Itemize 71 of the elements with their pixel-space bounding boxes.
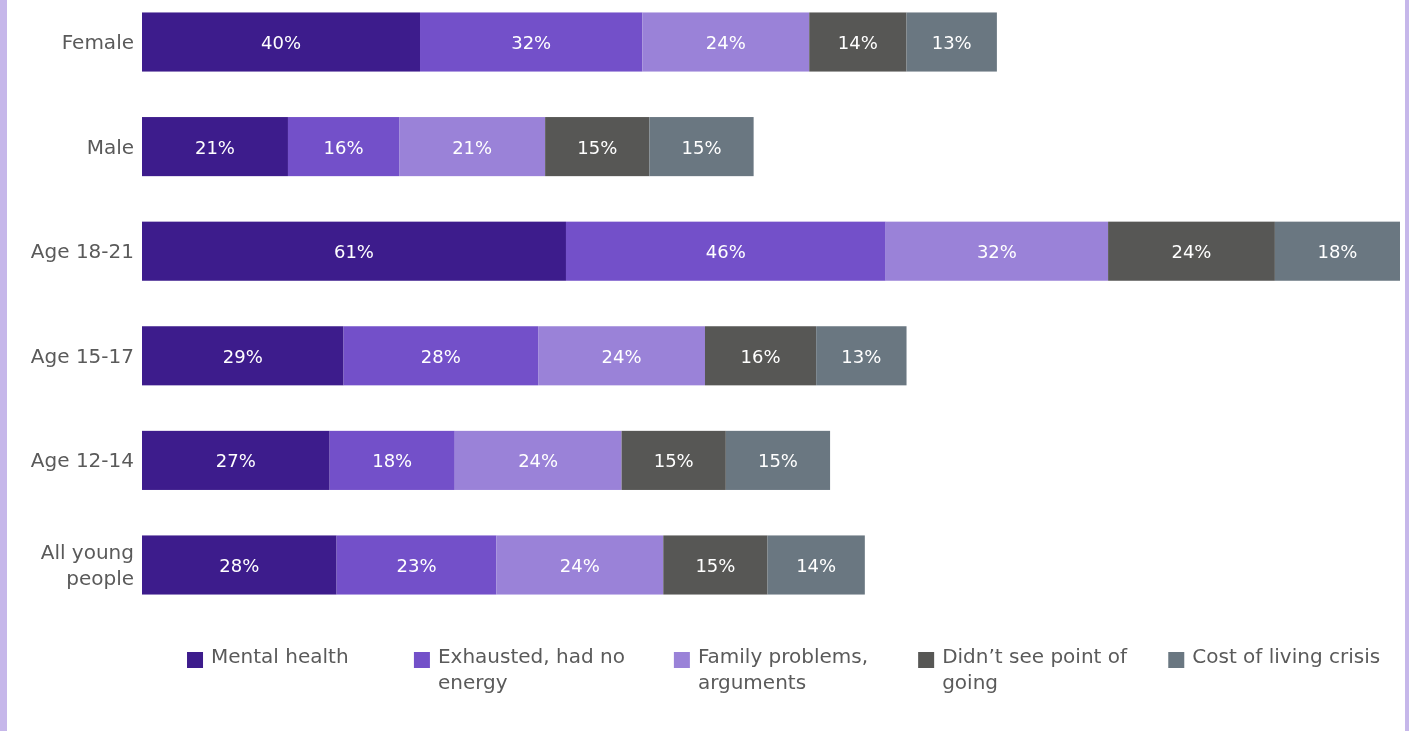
y-tick-label: Age 15-17 [30,343,134,368]
bar [142,221,566,281]
y-tick-label: Female [61,30,134,55]
bar [767,535,865,595]
bar [642,12,810,72]
bar [906,12,997,72]
legend-label: Family problems, arguments [697,644,869,695]
data-label: 24% [559,554,600,576]
data-label: 13% [931,31,972,53]
bar [538,326,705,386]
data-label: 15% [681,136,722,158]
data-label: 40% [261,31,302,53]
bar [287,117,400,177]
bar [809,12,907,72]
data-label: 24% [601,345,642,367]
data-label: 21% [452,136,493,158]
bar [343,326,539,386]
data-label: 15% [653,449,694,471]
data-label: 15% [577,136,618,158]
bar [454,430,622,490]
y-tick-label: All young people [40,539,134,590]
bar [885,221,1109,281]
bar [1108,221,1275,281]
bar [336,535,497,595]
bar [399,117,546,177]
data-label: 24% [705,31,746,53]
data-label: 24% [1171,240,1212,262]
bar [621,430,726,490]
data-label: 21% [194,136,235,158]
bar [649,117,754,177]
data-label: 61% [333,240,374,262]
data-label: 27% [215,449,256,471]
bar [142,326,344,386]
data-label: 23% [396,554,437,576]
y-tick-label: Male [86,134,134,159]
data-label: 18% [372,449,413,471]
bar [142,535,337,595]
data-label: 32% [976,240,1017,262]
bar [565,221,886,281]
legend-label: Exhausted, had no energy [437,644,625,695]
data-label: 32% [511,31,552,53]
data-label: 14% [796,554,837,576]
bar [496,535,664,595]
data-label: 28% [420,345,461,367]
bar [704,326,817,386]
bar [725,430,831,490]
legend-label: Cost of living crisis [1192,644,1381,669]
legend-label: Didn’t see point of going [942,644,1129,695]
data-label: 28% [219,554,260,576]
data-label: 14% [837,31,878,53]
bar [816,326,907,386]
bar [329,430,455,490]
data-label: 29% [222,345,263,367]
y-tick-label: Age 18-21 [30,239,134,264]
bar [142,12,421,72]
data-label: 16% [323,136,364,158]
data-label: 24% [518,449,559,471]
data-label: 15% [757,449,798,471]
legend-label: Mental health [211,644,349,669]
data-label: 13% [841,345,882,367]
y-tick-label: Age 12-14 [30,448,134,473]
data-label: 18% [1317,240,1358,262]
bar [1274,221,1401,281]
data-label: 15% [695,554,736,576]
bar [663,535,768,595]
data-label: 46% [705,240,746,262]
bar [545,117,650,177]
bar [142,430,330,490]
bar [420,12,643,72]
data-label: 16% [740,345,781,367]
bar [142,117,288,177]
